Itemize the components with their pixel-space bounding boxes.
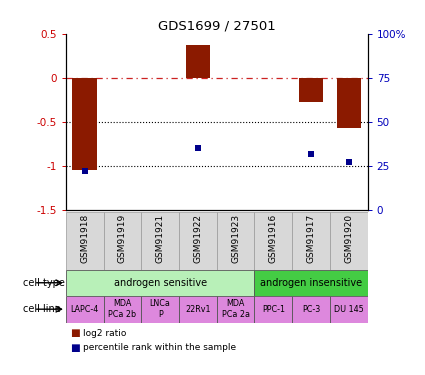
Bar bbox=[179, 296, 217, 323]
Text: cell type: cell type bbox=[23, 278, 65, 288]
Text: MDA
PCa 2b: MDA PCa 2b bbox=[108, 300, 136, 319]
Text: GSM91920: GSM91920 bbox=[344, 214, 353, 263]
Text: cell line: cell line bbox=[23, 304, 61, 314]
Bar bbox=[104, 296, 141, 323]
Text: LNCa
P: LNCa P bbox=[150, 300, 170, 319]
Bar bbox=[255, 270, 368, 296]
Point bbox=[81, 168, 88, 174]
Text: ■: ■ bbox=[70, 343, 80, 352]
Text: MDA
PCa 2a: MDA PCa 2a bbox=[221, 300, 249, 319]
Bar bbox=[217, 296, 255, 323]
Bar bbox=[73, 78, 97, 170]
Bar bbox=[141, 212, 179, 270]
Bar bbox=[330, 296, 368, 323]
Text: PPC-1: PPC-1 bbox=[262, 304, 285, 313]
Bar bbox=[186, 45, 210, 78]
Point bbox=[195, 146, 201, 152]
Text: 22Rv1: 22Rv1 bbox=[185, 304, 211, 313]
Text: GSM91919: GSM91919 bbox=[118, 214, 127, 264]
Bar bbox=[66, 296, 104, 323]
Bar bbox=[337, 78, 361, 128]
Bar bbox=[66, 270, 255, 296]
Text: PC-3: PC-3 bbox=[302, 304, 320, 313]
Bar bbox=[255, 296, 292, 323]
Bar bbox=[255, 212, 292, 270]
Point bbox=[346, 159, 352, 165]
Text: GSM91921: GSM91921 bbox=[156, 214, 164, 263]
Bar bbox=[66, 212, 104, 270]
Text: LAPC-4: LAPC-4 bbox=[71, 304, 99, 313]
Text: GSM91923: GSM91923 bbox=[231, 214, 240, 263]
Text: androgen insensitive: androgen insensitive bbox=[260, 278, 362, 288]
Text: GSM91916: GSM91916 bbox=[269, 214, 278, 264]
Point bbox=[308, 151, 314, 157]
Text: log2 ratio: log2 ratio bbox=[83, 329, 126, 338]
Text: percentile rank within the sample: percentile rank within the sample bbox=[83, 343, 236, 352]
Text: androgen sensitive: androgen sensitive bbox=[113, 278, 207, 288]
Bar bbox=[299, 78, 323, 102]
Text: GSM91922: GSM91922 bbox=[193, 214, 202, 263]
Bar bbox=[292, 212, 330, 270]
Text: GSM91918: GSM91918 bbox=[80, 214, 89, 264]
Bar bbox=[179, 212, 217, 270]
Bar bbox=[104, 212, 141, 270]
Bar bbox=[217, 212, 255, 270]
Bar bbox=[141, 296, 179, 323]
Text: GSM91917: GSM91917 bbox=[306, 214, 315, 264]
Title: GDS1699 / 27501: GDS1699 / 27501 bbox=[158, 20, 276, 33]
Bar bbox=[330, 212, 368, 270]
Text: DU 145: DU 145 bbox=[334, 304, 364, 313]
Text: ■: ■ bbox=[70, 328, 80, 338]
Bar bbox=[292, 296, 330, 323]
